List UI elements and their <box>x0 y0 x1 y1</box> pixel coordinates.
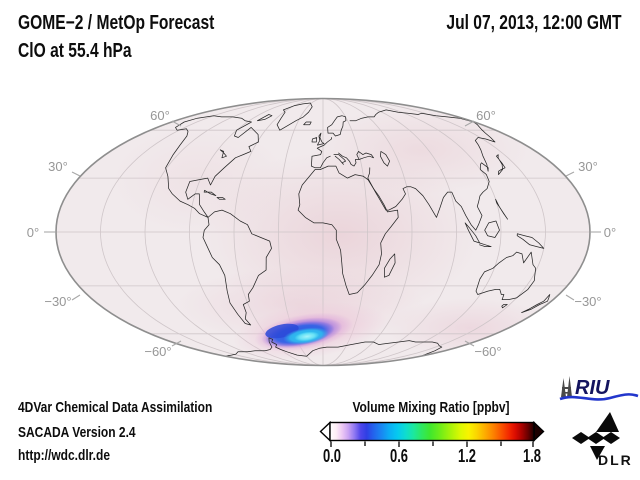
footer-url: http://wdc.dlr.de <box>18 447 110 464</box>
latitude-label: 30° <box>48 159 68 174</box>
latitude-label: 30° <box>578 159 598 174</box>
cologne-cathedral-icon <box>561 376 572 397</box>
latitude-label: 0° <box>604 225 616 240</box>
figure-datetime: Jul 07, 2013, 12:00 GMT <box>446 12 622 34</box>
colorbar-gradient-bar <box>329 421 535 442</box>
colorbar-right-arrow <box>533 421 545 443</box>
footer-line2: SACADA Version 2.4 <box>18 424 136 441</box>
colorbar-tick-label: 1.8 <box>522 446 542 466</box>
figure-title-line1: GOME−2 / MetOp Forecast <box>18 12 215 34</box>
dlr-logo-text: DLR <box>598 452 633 468</box>
colorbar-left-arrow <box>319 421 331 443</box>
colorbar-title: Volume Mixing Ratio [ppbv] <box>352 399 510 416</box>
colorbar-tick-label: 0.0 <box>322 446 342 466</box>
dlr-emblem-icon <box>572 412 620 460</box>
latitude-labels: 60° 30° 0° −30° −60° 60° 30° 0° −30° −60… <box>27 108 616 359</box>
riu-logo-text: RIU <box>575 377 610 399</box>
rhine-wave-icon <box>559 393 639 401</box>
latitude-label: 60° <box>476 108 496 123</box>
graticule-grid <box>56 98 590 366</box>
colorbar <box>319 421 545 447</box>
latitude-ticks <box>44 120 601 347</box>
colorbar-tick-label: 0.6 <box>389 446 409 466</box>
riu-logo: RIU <box>559 376 639 401</box>
figure-title-line2: ClO at 55.4 hPa <box>18 40 132 62</box>
coastlines <box>165 102 551 357</box>
dlr-logo: DLR <box>572 412 633 468</box>
globe-outline <box>55 97 591 367</box>
colorbar-ticks <box>330 441 534 447</box>
latitude-label: −30° <box>44 294 71 309</box>
footer-line1: 4DVar Chemical Data Assimilation <box>18 399 213 416</box>
latitude-label: −60° <box>144 344 171 359</box>
latitude-label: −30° <box>574 294 601 309</box>
colorbar-tick-label: 1.2 <box>457 446 477 466</box>
latitude-label: 60° <box>150 108 170 123</box>
latitude-label: −60° <box>474 344 501 359</box>
latitude-label: 0° <box>27 225 39 240</box>
